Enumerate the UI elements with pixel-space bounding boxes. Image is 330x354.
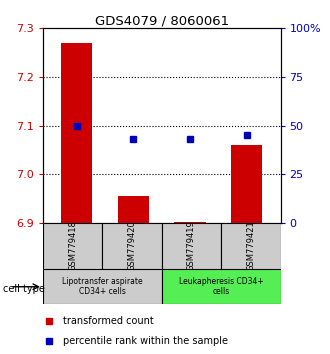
Text: Leukapheresis CD34+
cells: Leukapheresis CD34+ cells [179,277,263,296]
Text: GSM779419: GSM779419 [187,221,196,272]
Bar [231,145,262,223]
Text: GSM779418: GSM779418 [68,221,77,272]
Bar [162,223,221,269]
Text: percentile rank within the sample: percentile rank within the sample [63,336,228,346]
Bar [175,222,206,223]
Text: cell type: cell type [3,284,45,293]
Bar [102,223,162,269]
Bar [61,43,92,223]
Text: GSM779420: GSM779420 [127,221,137,272]
Text: Lipotransfer aspirate
CD34+ cells: Lipotransfer aspirate CD34+ cells [62,277,143,296]
Bar [118,196,149,223]
Title: GDS4079 / 8060061: GDS4079 / 8060061 [95,14,229,27]
Bar [162,269,280,304]
Bar [43,223,102,269]
Text: GSM779421: GSM779421 [246,221,255,272]
Text: transformed count: transformed count [63,316,153,326]
Bar [43,269,162,304]
Bar [221,223,280,269]
